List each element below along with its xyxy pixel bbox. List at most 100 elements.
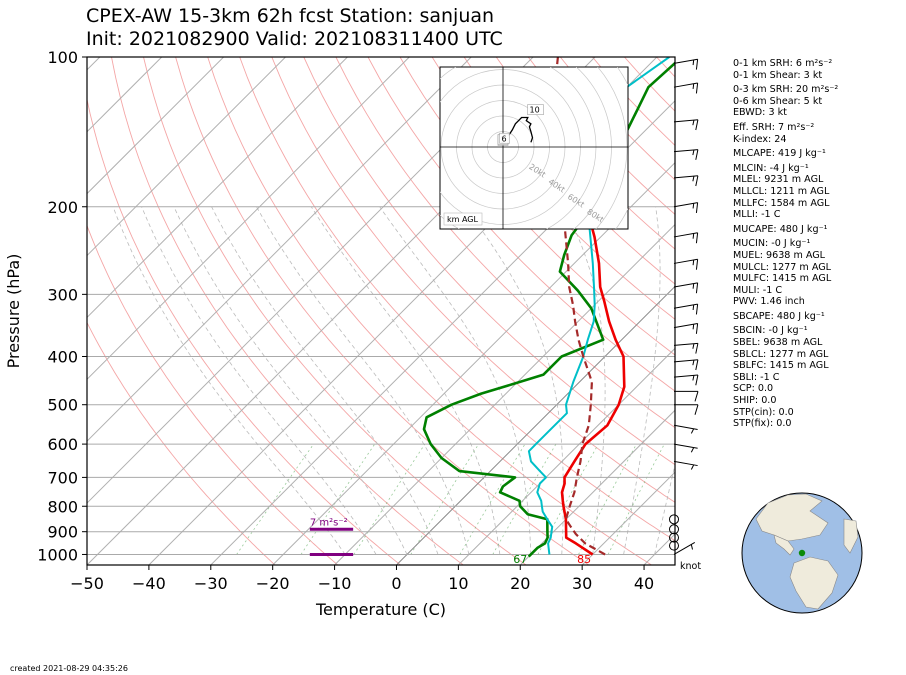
barb-half xyxy=(692,203,695,209)
wind-barb xyxy=(673,82,699,94)
wind-barb xyxy=(674,404,699,415)
dry-adiabat xyxy=(367,57,675,392)
moist-adiabat xyxy=(623,206,661,555)
y-tick-label: 800 xyxy=(47,497,78,516)
isotherm xyxy=(87,57,286,257)
sounding-parameters: 0-1 km SRH: 6 m²s⁻² 0-1 km Shear: 3 kt 0-3… xyxy=(733,58,903,430)
sounding-parameter: EBWD: 3 kt xyxy=(733,107,787,119)
sounding-parameter: STP(fix): 0.0 xyxy=(733,418,792,430)
calm-wind-marker xyxy=(669,540,679,551)
x-tick-label: −40 xyxy=(132,574,166,593)
mixing-ratio-line xyxy=(607,443,665,555)
dry-adiabat xyxy=(111,57,464,565)
wind-unit-label: knot xyxy=(680,561,701,572)
wind-barb xyxy=(673,424,698,434)
hodograph-height-label: 10 xyxy=(530,106,540,115)
dry-adiabat xyxy=(463,57,675,285)
wind-barb xyxy=(673,258,699,270)
barb-half xyxy=(692,59,695,66)
sounding-parameter: MULI: -1 C xyxy=(733,284,783,296)
sounding-parameter: MLCIN: -4 J kg⁻¹ xyxy=(733,162,809,174)
sounding-parameter: MLLFC: 1584 m AGL xyxy=(733,197,830,209)
wind-barb xyxy=(673,359,699,371)
isotherm xyxy=(272,161,675,565)
surface-temperature-label: 85 xyxy=(577,553,591,566)
dry-adiabat xyxy=(143,57,527,565)
barb-staff xyxy=(673,202,698,208)
barb-half xyxy=(692,83,695,89)
barb-half xyxy=(692,259,695,266)
barb-half xyxy=(692,375,695,381)
x-tick-label: 0 xyxy=(391,574,401,593)
srh-label: 7 m²s⁻² xyxy=(310,517,348,528)
sounding-parameter: SBCIN: -0 J kg⁻¹ xyxy=(733,325,808,337)
dry-adiabat xyxy=(399,57,675,356)
y-tick-label: 300 xyxy=(47,285,78,304)
isotherm xyxy=(87,57,348,319)
barb-full xyxy=(695,343,699,354)
wind-barb xyxy=(673,175,699,187)
barb-full xyxy=(695,119,699,131)
barb-half xyxy=(692,304,695,311)
y-axis-label: Pressure (hPa) xyxy=(4,254,23,369)
globe-land xyxy=(755,493,829,542)
sounding-parameter: SBEL: 9638 m AGL xyxy=(733,337,823,349)
barb-staff xyxy=(673,359,698,363)
y-tick-label: 100 xyxy=(47,48,78,67)
wind-barb xyxy=(673,374,699,386)
dry-adiabat xyxy=(303,57,675,466)
barb-full xyxy=(695,149,699,160)
barb-full xyxy=(695,59,699,70)
sounding-parameter: SBLFC: 1415 m AGL xyxy=(733,360,829,372)
barb-staff xyxy=(673,258,698,264)
x-tick-label: 20 xyxy=(510,574,530,593)
barb-staff xyxy=(673,119,698,123)
wind-barb xyxy=(673,460,698,470)
y-tick-label: 1000 xyxy=(37,545,78,564)
wind-barb xyxy=(673,119,699,131)
sounding-parameter: MLLCL: 1211 m AGL xyxy=(733,185,830,197)
barb-half xyxy=(692,233,695,239)
sounding-parameter: SBLI: -1 C xyxy=(733,371,780,383)
y-tick-label: 700 xyxy=(47,468,78,487)
sounding-parameter: MUCAPE: 480 J kg⁻¹ xyxy=(733,223,828,235)
x-tick-label: −50 xyxy=(70,574,104,593)
x-tick-label: −10 xyxy=(318,574,352,593)
hodograph-height-box xyxy=(527,104,544,115)
barb-half xyxy=(690,428,695,434)
moist-adiabat xyxy=(256,206,470,555)
x-axis-label: Temperature (C) xyxy=(315,600,446,619)
barb-full xyxy=(694,404,699,415)
moist-adiabat xyxy=(211,206,439,555)
isotherm xyxy=(87,57,224,195)
barb-half xyxy=(690,464,695,470)
calm-wind-marker xyxy=(669,514,679,525)
globe-land xyxy=(773,534,795,556)
barb-full xyxy=(695,232,699,244)
barb-staff xyxy=(673,58,698,64)
y-tick-label: 200 xyxy=(47,198,78,217)
isotherm xyxy=(581,471,675,565)
sounding-parameter: SHIP: 0.0 xyxy=(733,395,777,407)
barb-half xyxy=(692,359,695,366)
created-timestamp: created 2021-08-29 04:35:26 xyxy=(10,664,128,673)
moist-adiabat xyxy=(379,206,532,555)
sounding-parameter: MUCIN: -0 J kg⁻¹ xyxy=(733,238,811,250)
wind-barb xyxy=(673,342,699,354)
sounding-parameter: Eff. SRH: 7 m²s⁻² xyxy=(733,121,815,133)
sounding-parameter: STP(cin): 0.0 xyxy=(733,406,794,418)
barb-half xyxy=(690,544,694,550)
wind-barb xyxy=(673,58,699,70)
barb-full xyxy=(695,304,699,315)
skewt-axes: −50 −40 −30 −20 −10 0 10 20 30 40 1000 900 800 700 600… xyxy=(4,48,676,619)
sounding-parameter: PWV: 1.46 inch xyxy=(733,296,805,308)
y-tick-label: 600 xyxy=(47,435,78,454)
barb-staff xyxy=(673,342,698,346)
sounding-parameter: 0-1 km SRH: 6 m²s⁻² xyxy=(733,58,833,69)
moist-adiabat xyxy=(464,206,564,555)
barb-full xyxy=(695,359,699,371)
barb-staff xyxy=(673,232,698,238)
hodograph-height-label: 6 xyxy=(502,134,507,143)
sounding-parameter: 0-3 km SRH: 20 m²s⁻² xyxy=(733,84,839,96)
sounding-parameter: MUEL: 9638 m AGL xyxy=(733,249,826,261)
